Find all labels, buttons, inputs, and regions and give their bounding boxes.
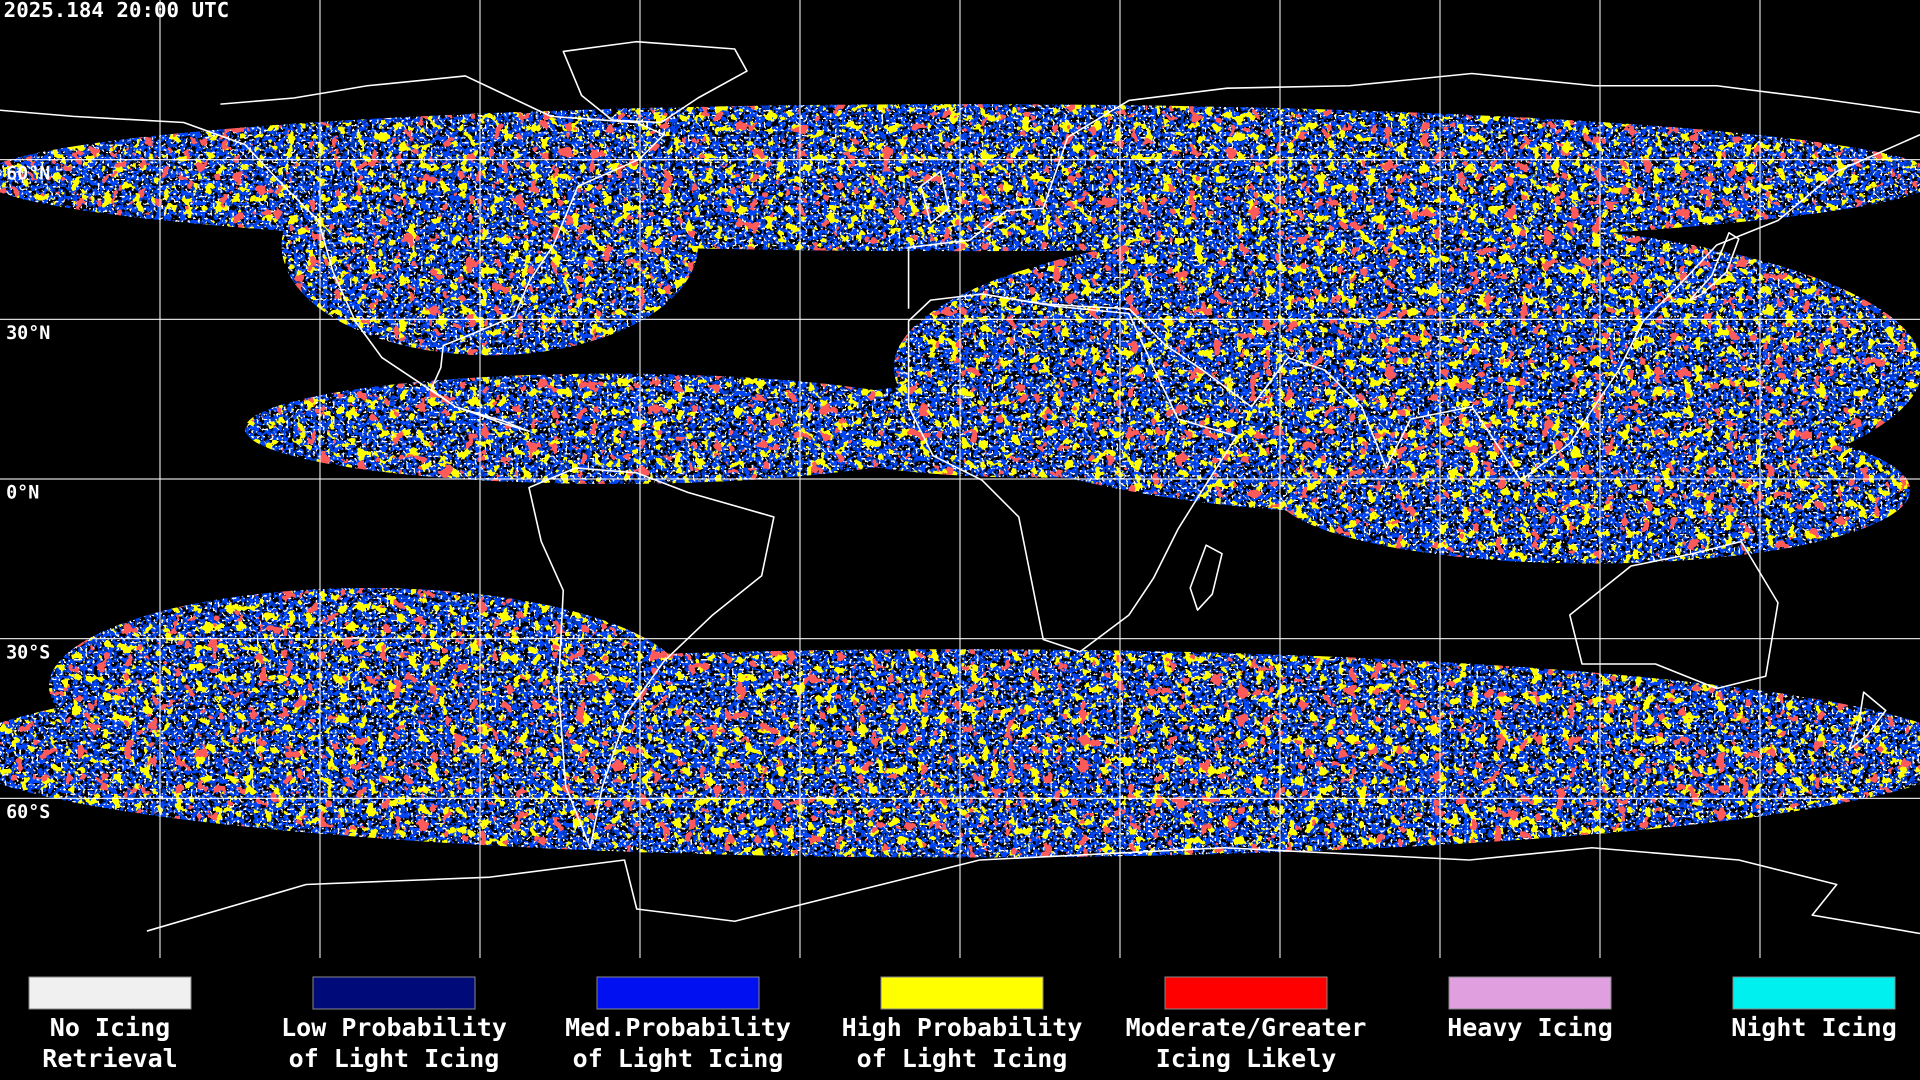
coast-madagascar	[1189, 544, 1223, 611]
legend-label-line: No Icing	[50, 1013, 170, 1042]
legend-label-line: High Probability	[842, 1013, 1083, 1042]
graticule: 60°N 30°N 0°N 30°S 60°S	[0, 0, 1920, 958]
legend-swatch	[1448, 976, 1612, 1010]
legend-label: Med.Probability of Light Icing	[565, 1013, 791, 1073]
latitude-label: 60°S	[6, 802, 50, 823]
coast-south-america	[528, 467, 775, 849]
legend-swatch	[596, 976, 760, 1010]
legend-label-line: of Light Icing	[289, 1044, 500, 1073]
latitude-label: 60°N	[6, 163, 50, 184]
coast-new-zealand	[1848, 691, 1887, 751]
legend-label: Moderate/Greater Icing Likely	[1126, 1013, 1367, 1073]
legend-label: Low Probability of Light Icing	[281, 1013, 507, 1073]
legend-label: Night Icing	[1731, 1013, 1897, 1042]
coast-north-america	[0, 75, 665, 433]
legend-label: Heavy Icing	[1447, 1013, 1613, 1042]
legend-label: No Icing Retrieval	[42, 1013, 177, 1073]
coast-japan	[1689, 231, 1740, 301]
timestamp: 2025.184 20:00 UTC	[4, 0, 229, 22]
legend-label-line: Night Icing	[1731, 1013, 1897, 1042]
coast-greenland	[562, 40, 748, 124]
legend-label-line: Icing Likely	[1156, 1044, 1337, 1073]
legend-label-line: Retrieval	[42, 1044, 177, 1073]
coast-eurasia	[907, 72, 1920, 482]
legend-swatch	[880, 976, 1044, 1010]
legend-swatch	[1732, 976, 1896, 1010]
legend-label-line: Low Probability	[281, 1013, 507, 1042]
latitude-label: 30°S	[6, 642, 50, 663]
coast-australia	[1569, 540, 1779, 690]
coast-antarctica	[146, 846, 1920, 935]
legend-label-line: of Light Icing	[857, 1044, 1068, 1073]
latitude-label: 30°N	[6, 323, 50, 344]
latitude-label: 0°N	[6, 483, 39, 504]
legend-swatch	[1164, 976, 1328, 1010]
map: 60°N 30°N 0°N 30°S 60°S 2025.184 20:00 UTC	[0, 0, 1920, 958]
legend-label-line: Med.Probability	[565, 1013, 791, 1042]
legend-label-line: Moderate/Greater	[1126, 1013, 1367, 1042]
coastlines	[0, 40, 1920, 935]
legend-swatch	[312, 976, 476, 1010]
coast-africa	[907, 293, 1238, 653]
legend-label-line: of Light Icing	[573, 1044, 784, 1073]
legend-swatch	[28, 976, 192, 1010]
legend-label-line: Heavy Icing	[1447, 1013, 1613, 1042]
coast-uk	[920, 170, 950, 224]
legend-label: High Probability of Light Icing	[842, 1013, 1083, 1073]
